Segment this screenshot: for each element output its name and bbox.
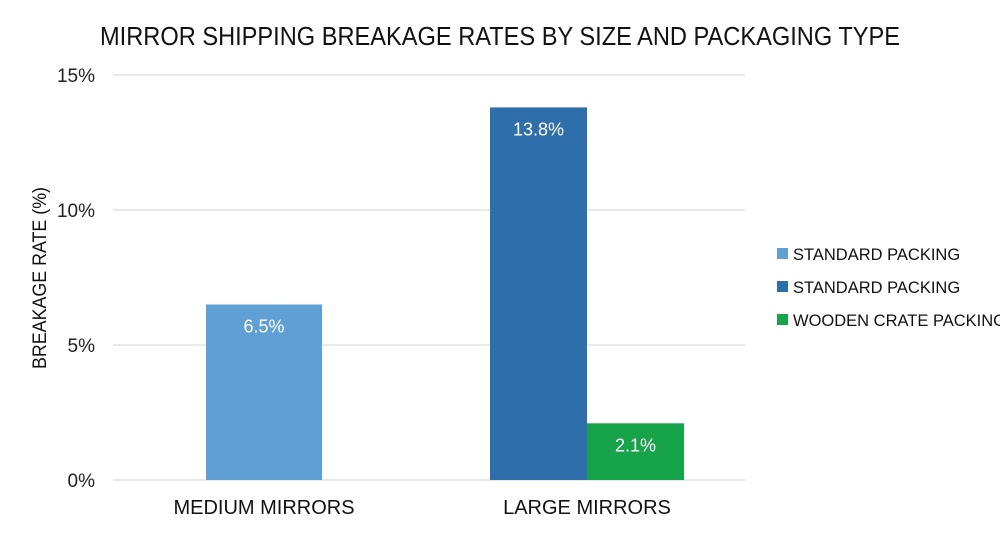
data-label: 13.8% xyxy=(513,119,564,139)
legend-swatch xyxy=(777,248,788,259)
bar xyxy=(490,107,587,481)
data-label: 6.5% xyxy=(243,317,284,337)
legend-label: STANDARD PACKING xyxy=(793,246,960,264)
legend-label: STANDARD PACKING xyxy=(793,279,960,297)
legend-swatch xyxy=(777,314,788,325)
y-tick-label: 15% xyxy=(57,66,95,87)
bar xyxy=(206,304,322,480)
y-axis-label: BREAKAGE RATE (%) xyxy=(30,187,51,369)
legend-label: WOODEN CRATE PACKING xyxy=(793,312,1000,330)
x-tick-label: MEDIUM MIRRORS xyxy=(173,497,354,519)
y-tick-label: 0% xyxy=(68,471,96,492)
y-tick-label: 5% xyxy=(68,336,96,357)
chart-title: MIRROR SHIPPING BREAKAGE RATES BY SIZE A… xyxy=(100,21,900,51)
data-label: 2.1% xyxy=(615,435,656,455)
y-tick-label: 10% xyxy=(57,201,95,222)
x-tick-label: LARGE MIRRORS xyxy=(503,497,671,519)
legend-swatch xyxy=(777,281,788,292)
bar xyxy=(587,423,684,480)
